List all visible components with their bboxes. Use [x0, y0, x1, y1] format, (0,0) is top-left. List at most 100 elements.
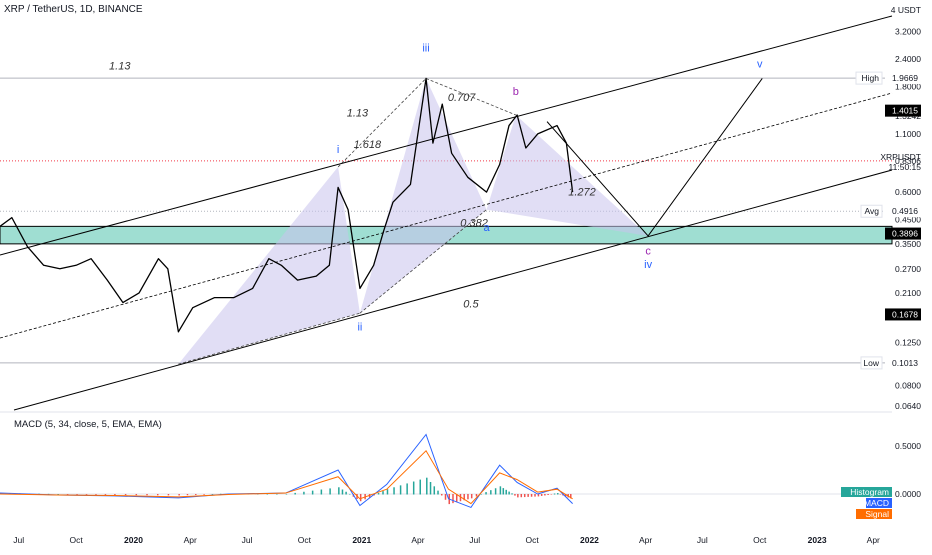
- current-right-badge-bg: [885, 104, 921, 117]
- signal-line: [0, 449, 573, 505]
- low-marker-badge-value: 0.1678: [892, 309, 918, 319]
- macd-hist-bar-3-3: [203, 494, 205, 495]
- macd-hist-bar-14-2: [544, 494, 546, 496]
- macd-hist-bar-15-5: [570, 494, 572, 499]
- macd-hist-bar-3-0: [178, 494, 180, 496]
- price-tick-3: 1.8000: [895, 82, 921, 92]
- macd-hist-bar-3-4: [211, 494, 214, 495]
- low-badge-bg: [885, 356, 921, 369]
- symbol-title: XRP / TetherUS, 1D, BINANCE: [4, 4, 143, 15]
- avg-badge-tag: Avg: [865, 206, 880, 216]
- macd-hist-bar-10-1: [452, 494, 454, 504]
- macd-hist-bar-1-0: [57, 494, 59, 495]
- x-tick-7: Apr: [411, 535, 424, 545]
- macd-hist-bar-2-4: [156, 494, 159, 496]
- wave-label-iv: iv: [644, 259, 652, 271]
- macd-hist-bar-13-1: [520, 494, 523, 498]
- macd-hist-bar-2-0: [114, 494, 116, 495]
- macd-hist-bar-5-0: [285, 494, 288, 495]
- macd-hist-bar-12-3: [508, 491, 510, 495]
- x-tick-13: Oct: [753, 535, 767, 545]
- wave-label-c: c: [645, 246, 651, 258]
- channel-lower: [13, 169, 893, 411]
- wave-projection: [546, 78, 763, 237]
- macd-hist-bar-8-5: [419, 479, 421, 495]
- x-tick-2: 2020: [124, 535, 143, 545]
- price-tick-15: 0.0640: [895, 401, 921, 411]
- macd-hist-bar-3-2: [195, 494, 197, 495]
- price-tick-8: 0.4500: [895, 215, 921, 225]
- x-tick-8: Jul: [469, 535, 480, 545]
- macd-hist-bar-6-2: [345, 491, 347, 495]
- macd-hist-bar-11-4: [490, 490, 492, 495]
- zone-badge-value: 0.3896: [892, 229, 918, 239]
- x-tick-10: 2022: [580, 535, 599, 545]
- macd-hist-bar-5-4: [320, 489, 323, 495]
- macd-hist-bar-5-1: [294, 492, 296, 495]
- ratio-label-2: 1.618: [354, 139, 382, 151]
- macd-line: [0, 433, 573, 509]
- macd-tick-1: 0.0000: [895, 489, 921, 499]
- macd-indicator-title[interactable]: MACD (5, 34, close, 5, EMA, EMA): [14, 419, 162, 430]
- macd-hist-bar-14-5: [553, 493, 556, 495]
- macd-hist-bar-8-0: [386, 489, 389, 495]
- price-tick-13: 0.1250: [895, 338, 921, 348]
- macd-hist-bar-2-3: [146, 494, 148, 496]
- price-tick-9: 0.3500: [895, 239, 921, 249]
- low-badge-value: 0.1013: [892, 358, 918, 368]
- x-tick-0: Jul: [13, 535, 24, 545]
- price-tick-0: 4 USDT: [891, 5, 921, 15]
- macd-hist-bar-5-3: [311, 490, 314, 495]
- macd-hist-bar-4-4: [266, 493, 269, 495]
- low-badge-tag-bg: [860, 356, 883, 370]
- price-tick-6: 0.8306: [895, 156, 921, 166]
- macd-hist-bar-12-2: [505, 489, 507, 495]
- wave-label-ii: ii: [357, 321, 362, 333]
- wave-label-i: i: [337, 144, 339, 156]
- price-tick-1: 3.2000: [895, 26, 921, 36]
- macd-tick-0: 0.5000: [895, 441, 921, 451]
- macd-hist-bar-14-4: [550, 494, 553, 495]
- x-tick-1: Oct: [69, 535, 83, 545]
- channel-mid: [0, 92, 893, 339]
- high-badge-value: 1.9669: [892, 73, 918, 83]
- macd-hist-bar-14-3: [547, 494, 549, 495]
- macd-hist-bar-10-5: [467, 494, 469, 500]
- macd-hist-bar-1-2: [76, 494, 78, 495]
- x-tick-11: Apr: [639, 535, 652, 545]
- macd-legend-signal: Signal: [865, 509, 889, 519]
- macd-hist-bar-2-1: [124, 494, 127, 496]
- x-tick-14: 2023: [808, 535, 827, 545]
- macd-hist-bar-8-4: [412, 481, 415, 495]
- price-tick-7: 0.6000: [895, 187, 921, 197]
- macd-hist-bar-14-1: [540, 494, 543, 496]
- pattern-triangle-bcd: [359, 78, 487, 314]
- macd-hist-bar-11-1: [475, 494, 478, 497]
- macd-hist-bar-12-4: [511, 493, 513, 495]
- price-tick-11: 0.2100: [895, 288, 921, 298]
- macd-hist-bar-5-2: [303, 491, 305, 495]
- high-badge-tag: High: [862, 73, 880, 83]
- macd-hist-bar-4-5: [276, 493, 278, 495]
- macd-hist-bar-1-4: [95, 494, 97, 495]
- zone-badge-bg: [885, 227, 921, 240]
- macd-hist-bar-11-3: [485, 492, 487, 495]
- price-tick-10: 0.2700: [895, 264, 921, 274]
- x-tick-12: Jul: [697, 535, 708, 545]
- wave-label-a: a: [483, 222, 490, 234]
- ratio-label-1: 1.13: [347, 107, 369, 119]
- high-badge-tag-bg: [855, 71, 883, 85]
- wave-label-b: b: [513, 86, 519, 98]
- avg-badge-tag-bg: [860, 204, 883, 218]
- macd-hist-bar-1-3: [85, 494, 88, 495]
- macd-hist-bar-15-3: [564, 494, 567, 497]
- macd-hist-bar-13-0: [517, 494, 519, 498]
- macd-hist-bar-11-2: [480, 494, 483, 495]
- macd-hist-bar-2-2: [135, 494, 138, 496]
- macd-hist-bar-9-2: [433, 486, 436, 495]
- macd-hist-bar-8-2: [399, 485, 402, 495]
- low-marker-badge-bg: [885, 308, 921, 321]
- macd-hist-bar-12-5: [514, 494, 516, 496]
- macd-hist-bar-15-1: [559, 494, 562, 495]
